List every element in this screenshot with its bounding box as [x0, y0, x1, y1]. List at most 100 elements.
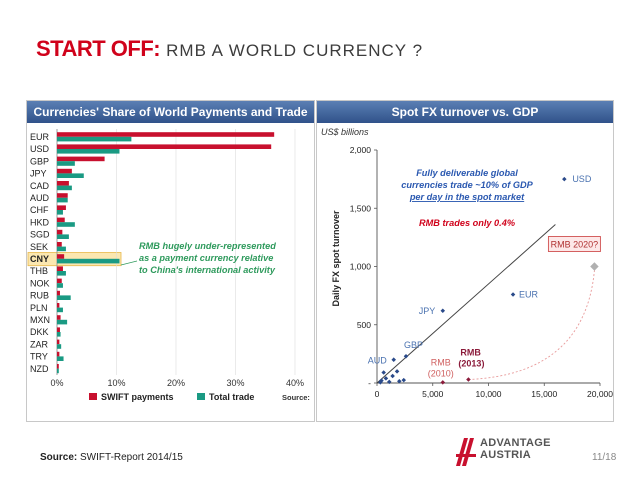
trade-bar	[57, 332, 61, 337]
scatter-point	[562, 176, 567, 182]
fx-annotation-blue-line: per day in the spot market	[409, 192, 525, 202]
point-label-rmb-2013-a: RMB	[460, 348, 481, 358]
swift-bar	[57, 217, 65, 223]
bar-x-tick-label: 40%	[286, 378, 304, 388]
bar-category-label: SEK	[30, 242, 48, 252]
slide-title: START OFF: RMB A WORLD CURRENCY ?	[36, 36, 423, 62]
bar-category-label: RUB	[30, 291, 49, 301]
trade-bar	[57, 222, 75, 227]
annotation-connector	[120, 260, 138, 266]
point-label-rmb-2013-b: (2013)	[458, 359, 484, 369]
bar-x-tick-label: 0%	[50, 378, 63, 388]
swift-bar	[57, 156, 105, 162]
x-tick-label: 10,000	[476, 389, 502, 399]
share-chart-title: Currencies' Share of World Payments and …	[27, 101, 314, 123]
bar-source-label: Source:	[282, 393, 310, 402]
scatter-point-rmb-2020	[590, 262, 599, 271]
y-tick-label: 500	[357, 320, 371, 330]
fx-annotation-blue-line: currencies trade ~10% of GDP	[401, 180, 533, 190]
bar-category-label: EUR	[30, 132, 50, 142]
scatter-point	[383, 376, 389, 381]
point-label-rmb-2020: RMB 2020?	[551, 240, 599, 250]
y-tick-label: -	[368, 378, 371, 388]
point-label-rmb-2010-b: (2010)	[428, 368, 454, 378]
swift-bar	[57, 254, 65, 259]
scatter-point	[401, 377, 407, 383]
bar-annotation-line: RMB hugely under-represented	[139, 241, 276, 251]
bar-category-label: CAD	[30, 181, 50, 191]
swift-bar	[57, 364, 59, 369]
scatter-point	[440, 308, 446, 314]
y-tick-label: 1,500	[350, 203, 372, 213]
trade-bar	[57, 210, 63, 215]
scatter-point	[510, 292, 516, 297]
legend-swift-swatch	[89, 393, 97, 400]
swift-bar	[57, 351, 60, 357]
trade-bar	[57, 149, 120, 154]
point-label-gbp: GBP	[404, 340, 423, 350]
bar-category-label: GBP	[30, 156, 49, 166]
bar-annotation-line: to China's international activity	[139, 265, 276, 275]
source-text: SWIFT-Report 2014/15	[80, 452, 183, 463]
logo-line1: ADVANTAGE	[480, 437, 551, 449]
swift-bar	[57, 315, 61, 320]
trade-bar	[57, 344, 62, 349]
swift-bar	[57, 242, 62, 247]
trade-bar	[57, 136, 132, 142]
trade-bar	[57, 368, 59, 374]
trade-bar	[57, 161, 75, 166]
y-tick-label: 1,000	[350, 262, 372, 272]
bar-category-label: CNY	[30, 254, 49, 264]
swift-bar	[57, 144, 272, 149]
swift-bar	[57, 327, 60, 332]
bar-category-label: NZD	[30, 364, 49, 374]
bar-category-label: JPY	[30, 169, 47, 179]
logo-line2: AUSTRIA	[480, 449, 531, 461]
point-label-jpy: JPY	[419, 306, 436, 316]
fx-annotation-blue-line: Fully deliverable global	[416, 168, 518, 178]
rmb-2020-box	[547, 236, 601, 252]
units-label: US$ billions	[321, 127, 369, 137]
bar-category-label: DKK	[30, 327, 49, 337]
bar-category-label: TRY	[30, 352, 48, 362]
bar-x-tick-label: 10%	[107, 378, 125, 388]
trade-bar	[57, 173, 84, 178]
bar-category-label: PLN	[30, 303, 48, 313]
legend-trade-label: Total trade	[209, 392, 254, 402]
source-label: Source:	[40, 452, 78, 463]
legend-swift-label: SWIFT payments	[101, 392, 174, 402]
share-bar-chart: 0% 10% 20% 30% 40% EUR USD GBP JPY CAD AUD CHF HKD SG…	[27, 129, 310, 402]
trade-bar	[57, 197, 68, 203]
scatter-point	[394, 369, 400, 374]
trade-bar	[57, 258, 120, 264]
scatter-point	[390, 373, 395, 379]
title-rest: RMB A WORLD CURRENCY ?	[166, 41, 424, 60]
x-tick-label: 15,000	[531, 389, 557, 399]
scatter-point	[466, 377, 471, 382]
trade-bar	[57, 246, 66, 252]
point-label-rmb-2010-a: RMB	[431, 357, 451, 367]
page-number: 11/18	[592, 452, 617, 463]
swift-bar	[57, 132, 275, 137]
title-lead: START OFF:	[36, 36, 161, 61]
swift-bar	[57, 229, 63, 235]
trade-bar	[57, 234, 69, 239]
bar-annotation-line: as a payment currency relative	[139, 253, 273, 263]
advantage-austria-logo: ADVANTAGE AUSTRIA	[456, 436, 576, 470]
scatter-point	[397, 378, 402, 384]
fx-annotation-red: RMB trades only 0.4%	[419, 218, 515, 228]
bar-x-tick-label: 30%	[226, 378, 244, 388]
bar-category-label: NOK	[30, 278, 50, 288]
fx-scatter-chart: US$ billions - 500 1,000 1,500 2,000 0 5,000 10,…	[321, 127, 613, 399]
swift-bar	[57, 290, 60, 296]
bar-category-label: CHF	[30, 205, 49, 215]
fx-chart-panel: Spot FX turnover vs. GDP US$ billions - 50…	[316, 100, 614, 422]
trade-bar	[57, 356, 64, 361]
trade-bar	[57, 283, 63, 288]
swift-bar	[57, 278, 62, 284]
bar-category-label: THB	[30, 266, 48, 276]
share-chart-panel: Currencies' Share of World Payments and …	[26, 100, 315, 422]
swift-bar	[57, 205, 66, 210]
rmb-projection-arc	[468, 270, 595, 380]
scatter-point	[440, 380, 446, 385]
